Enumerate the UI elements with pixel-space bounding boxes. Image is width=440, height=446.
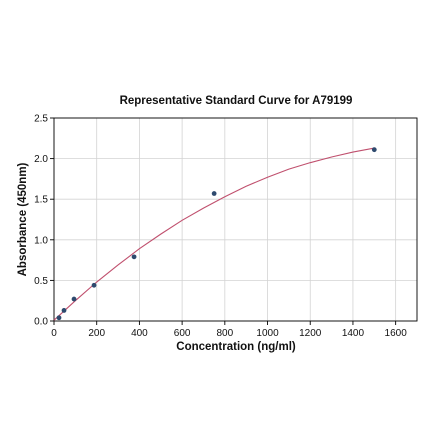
y-tick-label: 0.5 (34, 276, 48, 287)
grid-lines (53, 117, 417, 322)
x-tick-label: 1200 (299, 328, 322, 339)
axis-ticks (50, 117, 397, 325)
data-point (61, 308, 67, 313)
data-point (211, 191, 217, 196)
x-axis-label: Concentration (ng/ml) (176, 341, 296, 353)
y-axis-label: Absorbance (450nm) (17, 162, 29, 276)
plot-frame (53, 117, 418, 322)
y-tick-label: 0.0 (34, 317, 48, 328)
data-point (131, 254, 137, 260)
data-points (56, 147, 377, 321)
x-tick-label: 600 (174, 328, 191, 339)
x-tick-label: 400 (131, 328, 148, 339)
data-point (56, 315, 62, 321)
x-tick-label: 800 (216, 328, 233, 339)
y-tick-label: 2.5 (34, 114, 48, 125)
x-tick-label: 200 (88, 328, 105, 339)
data-point (91, 282, 97, 288)
x-tick-label: 1400 (342, 328, 365, 339)
chart-title: Representative Standard Curve for A79199 (120, 95, 353, 107)
data-point (371, 147, 377, 153)
x-tick-label: 0 (51, 328, 57, 339)
x-tick-label: 1600 (385, 328, 408, 339)
y-tick-label: 1.0 (34, 235, 48, 246)
x-tick-label: 1000 (256, 328, 279, 339)
y-tick-label: 2.0 (34, 154, 48, 165)
tick-labels: 0 200 400 600 800 1000 1200 1400 1600 0.0 0.5 1.0 1.… (34, 114, 407, 340)
data-point (71, 296, 77, 302)
fit-curve (53, 147, 375, 321)
y-tick-label: 1.5 (34, 195, 48, 206)
